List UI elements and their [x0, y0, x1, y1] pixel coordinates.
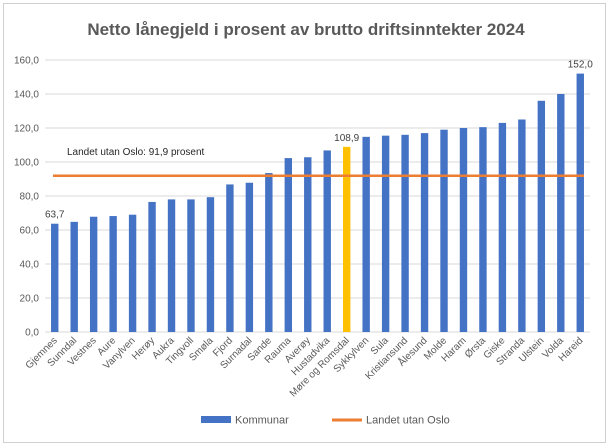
y-tick-label: 60,0: [20, 226, 40, 237]
y-tick-label: 40,0: [20, 260, 40, 271]
bar: [109, 216, 117, 332]
reference-line-label: Landet utan Oslo: 91,9 prosent: [67, 147, 205, 158]
legend-label: Landet utan Oslo: [366, 415, 450, 427]
bar: [167, 199, 176, 332]
bar: [323, 150, 331, 332]
y-tick-label: 20,0: [20, 294, 40, 305]
bar: [284, 158, 293, 332]
data-label: 152,0: [568, 60, 593, 71]
bar: [226, 184, 234, 332]
bar: [70, 221, 78, 332]
bar: [206, 197, 215, 332]
bar: [265, 173, 273, 332]
bar: [148, 201, 156, 332]
bar: [498, 122, 507, 333]
bar: [128, 214, 137, 332]
data-label: 108,9: [334, 133, 359, 144]
bar: [89, 216, 98, 332]
legend-label: Kommunar: [235, 415, 289, 427]
y-tick-label: 140,0: [14, 90, 39, 101]
bar: [479, 127, 487, 333]
bar: [401, 134, 409, 332]
bar: [537, 100, 546, 332]
bar: [51, 223, 59, 332]
y-tick-label: 0,0: [25, 328, 39, 339]
data-label: 63,7: [45, 210, 65, 221]
bar: [576, 73, 584, 332]
bar: [187, 199, 195, 332]
chart-title: Netto lånegjeld i prosent av brutto drif…: [87, 20, 525, 39]
bar: [245, 182, 254, 332]
bar: [440, 129, 448, 332]
bar: [304, 157, 312, 332]
y-tick-label: 100,0: [14, 158, 39, 169]
bar: [381, 135, 390, 332]
y-tick-label: 80,0: [20, 192, 40, 203]
bar: [518, 119, 526, 332]
legend-swatch-bar: [201, 416, 231, 423]
y-tick-label: 120,0: [14, 124, 39, 135]
y-tick-label: 160,0: [14, 56, 39, 67]
bar: [420, 133, 429, 332]
x-tick-label: Herøy: [130, 335, 157, 362]
bar: [557, 94, 565, 332]
bar: [362, 136, 370, 332]
bar: [459, 128, 468, 332]
bar: [342, 146, 351, 332]
